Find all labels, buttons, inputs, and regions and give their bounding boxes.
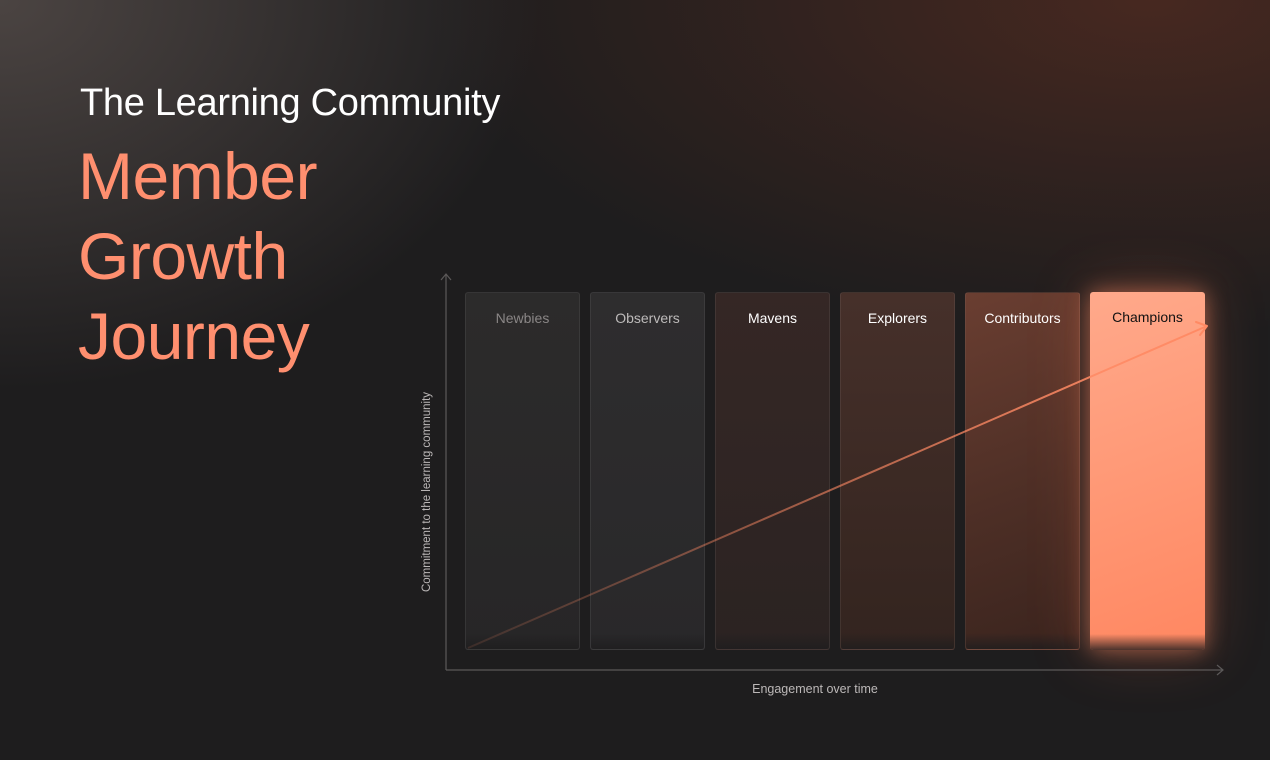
stage-explorers: Explorers	[840, 292, 955, 650]
page-title: Member Growth Journey	[78, 136, 318, 376]
stage-observers: Observers	[590, 292, 705, 650]
stage-label-contributors: Contributors	[984, 310, 1061, 326]
subtitle: The Learning Community	[80, 82, 501, 124]
stage-newbies: Newbies	[465, 292, 580, 650]
stage-label-newbies: Newbies	[495, 310, 550, 326]
title-line-1: Member	[78, 139, 318, 213]
title-line-3: Journey	[78, 299, 310, 373]
stage-contributors: Contributors	[965, 292, 1080, 650]
stage-label-mavens: Mavens	[747, 310, 798, 326]
x-axis-label: Engagement over time	[752, 682, 878, 696]
growth-trend-arrow	[467, 321, 1208, 649]
title-line-2: Growth	[78, 219, 288, 293]
stage-label-observers: Observers	[615, 310, 680, 326]
stage-mavens: Mavens	[715, 292, 830, 650]
y-axis-label: Commitment to the learning community	[421, 391, 433, 593]
y-axis	[440, 273, 452, 670]
x-axis	[446, 664, 1224, 676]
stage-label-explorers: Explorers	[867, 310, 928, 326]
stage-label-champions: Champions	[1112, 309, 1183, 325]
